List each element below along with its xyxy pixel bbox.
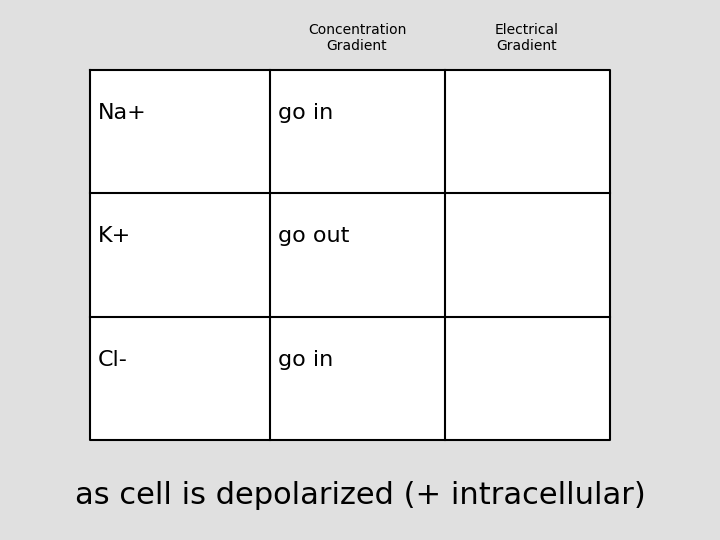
- Text: go in: go in: [278, 350, 333, 370]
- Text: Concentration
Gradient: Concentration Gradient: [308, 23, 406, 53]
- Text: Na+: Na+: [98, 103, 147, 123]
- Text: Cl-: Cl-: [98, 350, 128, 370]
- Text: Electrical
Gradient: Electrical Gradient: [495, 23, 559, 53]
- Text: go in: go in: [278, 103, 333, 123]
- Text: go out: go out: [278, 226, 349, 246]
- Bar: [90, 70, 610, 440]
- Text: as cell is depolarized (+ intracellular): as cell is depolarized (+ intracellular): [75, 481, 645, 510]
- Text: K+: K+: [98, 226, 131, 246]
